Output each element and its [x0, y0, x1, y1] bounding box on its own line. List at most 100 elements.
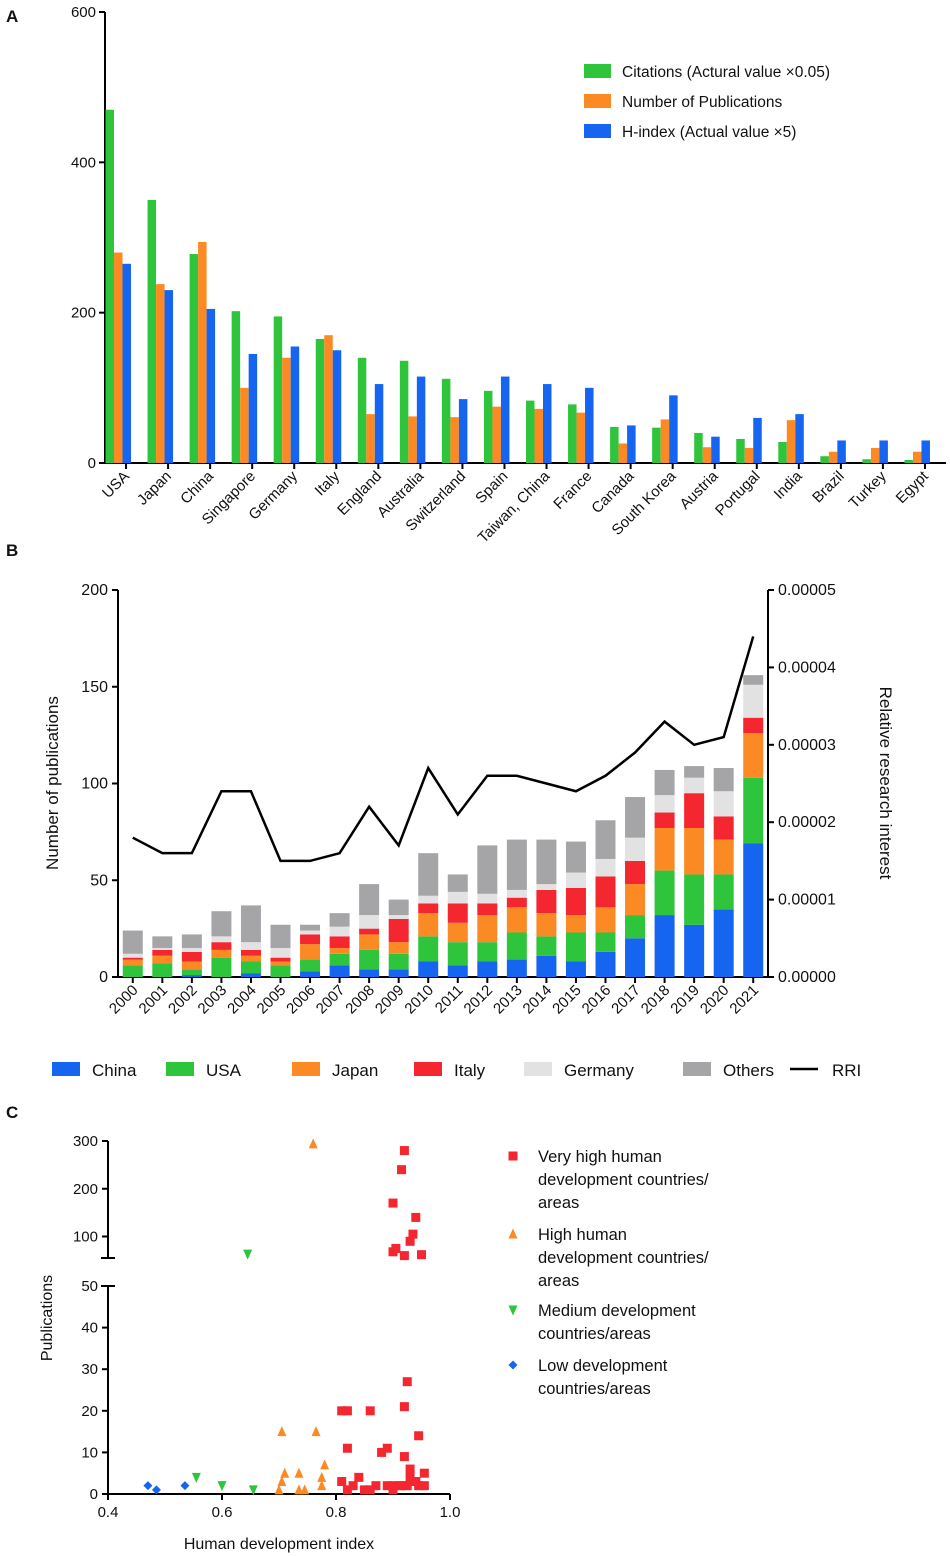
- point-very-high: [399, 1402, 409, 1412]
- bar-citations: [568, 404, 577, 463]
- x-tick-label: 2018: [638, 982, 674, 1018]
- bar-segment-china: [654, 915, 675, 977]
- x-tick-label: 0.8: [326, 1504, 347, 1521]
- legend-label: Germany: [564, 1061, 634, 1080]
- bar-segment-italy: [418, 903, 439, 914]
- y2-axis-title: Relative research interest: [876, 687, 895, 880]
- bar-citations: [610, 426, 619, 463]
- legend-swatch: [584, 64, 611, 78]
- point-medium: [243, 1249, 253, 1260]
- bar-citations: [526, 400, 535, 463]
- x-tick-label: Egypt: [893, 467, 933, 507]
- legend-label: Citations (Actural value ×0.05): [622, 64, 830, 81]
- bar-segment-usa: [388, 953, 409, 970]
- bar-citations: [694, 432, 703, 463]
- bar-h-index: [332, 350, 342, 463]
- point-very-high: [397, 1165, 407, 1175]
- bar-segment-italy: [536, 889, 557, 914]
- bar-segment-usa: [506, 932, 527, 960]
- x-tick-label: 2005: [254, 982, 290, 1018]
- point-very-high: [417, 1250, 426, 1260]
- bar-publications: [324, 335, 333, 463]
- chart-b: 0 50 100 150 200 0.00000 0.00001 0.00002 0.00003…: [43, 582, 895, 1080]
- bar-segment-italy: [565, 887, 586, 916]
- bar-segment-japan: [625, 884, 646, 916]
- bar-publications: [702, 447, 712, 463]
- y-tick-label: 40: [81, 1320, 98, 1337]
- bar-segment-usa: [181, 969, 202, 976]
- point-very-high: [342, 1485, 352, 1495]
- x-tick-label: 1.0: [440, 1504, 461, 1521]
- bar-segment-others: [536, 839, 557, 885]
- point-very-high: [388, 1198, 398, 1208]
- bar-segment-usa: [359, 949, 380, 970]
- bar-segment-italy: [122, 957, 143, 960]
- bar-segment-usa: [300, 959, 321, 972]
- x-tick-label: Spain: [472, 468, 511, 507]
- bar-segment-japan: [329, 947, 350, 954]
- point-very-high: [377, 1447, 387, 1457]
- point-high: [277, 1426, 287, 1437]
- x-tick-label: 2000: [106, 982, 142, 1018]
- legend-label: Others: [723, 1061, 774, 1080]
- bar-citations: [189, 254, 199, 463]
- bar-segment-usa: [418, 936, 439, 962]
- bar-segment-usa: [211, 957, 232, 977]
- bar-segment-germany: [506, 889, 527, 898]
- y-tick-label: 30: [81, 1361, 98, 1378]
- bar-citations: [862, 459, 871, 463]
- x-tick-label: 2002: [165, 982, 201, 1018]
- bar-segment-usa: [654, 870, 675, 916]
- bar-segment-china: [684, 924, 705, 977]
- y-tick-label: 10: [81, 1444, 98, 1461]
- x-tick-label: 2016: [579, 982, 615, 1018]
- bar-segment-japan: [181, 961, 202, 970]
- bar-segment-others: [152, 936, 173, 948]
- bar-h-index: [500, 376, 510, 463]
- point-very-high: [414, 1431, 424, 1441]
- bar-segment-italy: [240, 949, 261, 956]
- legend-swatch: [166, 1062, 194, 1076]
- point-very-high: [399, 1146, 409, 1156]
- bar-segment-others: [122, 930, 143, 954]
- bar-segment-germany: [477, 893, 498, 904]
- bar-segment-germany: [654, 795, 675, 813]
- bar-h-index: [416, 376, 426, 463]
- y-tick-label: 200: [73, 1181, 98, 1198]
- point-high: [277, 1476, 287, 1487]
- rri-line: [132, 636, 755, 863]
- x-tick-label: 2009: [372, 982, 408, 1018]
- bar-h-index: [248, 354, 258, 463]
- point-medium: [248, 1485, 258, 1496]
- bar-segment-usa: [447, 942, 468, 966]
- legend-label: areas: [538, 1194, 579, 1212]
- bar-citations: [904, 459, 913, 463]
- bar-segment-japan: [536, 913, 557, 937]
- point-very-high: [337, 1406, 347, 1416]
- y-tick-label: 600: [71, 4, 96, 21]
- x-tick-label: 2017: [608, 982, 644, 1018]
- bar-segment-usa: [270, 965, 291, 977]
- point-very-high: [337, 1477, 347, 1487]
- bar-publications: [786, 420, 796, 463]
- bar-h-index: [374, 384, 384, 463]
- panel-label-a: A: [6, 7, 18, 26]
- bar-segment-china: [713, 909, 734, 977]
- bar-segment-germany: [684, 777, 705, 794]
- bar-h-index: [711, 436, 720, 463]
- bar-segment-china: [359, 969, 380, 977]
- point-very-high: [382, 1481, 392, 1491]
- bar-segment-china: [625, 938, 646, 977]
- bar-citations: [105, 109, 114, 463]
- point-high: [311, 1426, 321, 1437]
- bar-segment-others: [359, 884, 380, 916]
- bar-segment-usa: [240, 961, 261, 974]
- bar-segment-germany: [300, 930, 321, 935]
- point-very-high: [354, 1472, 364, 1482]
- x-tick-label: Japan: [134, 468, 175, 509]
- bar-segment-germany: [743, 684, 764, 718]
- point-very-high: [342, 1406, 352, 1416]
- point-low: [143, 1481, 153, 1491]
- bar-h-index: [837, 440, 846, 463]
